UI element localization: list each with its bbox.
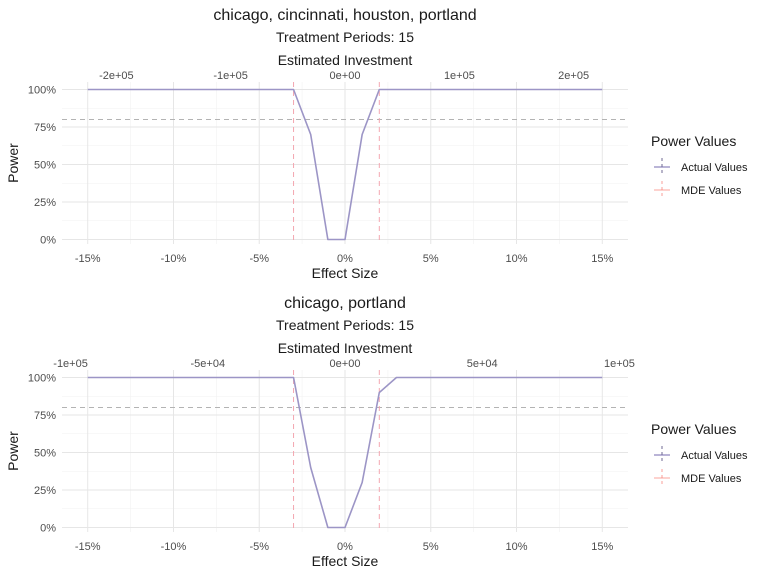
y-tick-label: 100% xyxy=(28,85,56,97)
x-axis-label: Effect Size xyxy=(312,265,379,281)
chart-panel-1: -15% -10% -5% 0% 5% 10% 15% 0% 25% 50% 75% 100% -2e+… xyxy=(5,7,748,281)
x-axis-label: Effect Size xyxy=(312,553,379,569)
legend-title: Power Values xyxy=(651,421,736,437)
x-tick-label: 0% xyxy=(337,541,353,553)
top-axis-tick-label: -1e+05 xyxy=(213,70,248,82)
x-tick-label: 5% xyxy=(423,253,439,265)
legend: Power Values Actual Values MDE Values xyxy=(651,421,748,487)
top-axis-title: Estimated Investment xyxy=(278,52,413,68)
legend-title: Power Values xyxy=(651,133,736,149)
major-gridlines xyxy=(62,82,628,244)
x-tick-label: -5% xyxy=(249,541,269,553)
x-tick-label: 5% xyxy=(423,541,439,553)
y-axis-label: Power xyxy=(5,143,21,183)
top-axis-tick-label: -2e+05 xyxy=(99,70,134,82)
top-axis-tick-label: -5e+04 xyxy=(191,358,226,370)
major-gridlines xyxy=(62,370,628,532)
x-tick-label: -15% xyxy=(75,253,101,265)
y-tick-label: 0% xyxy=(40,523,56,535)
y-tick-label: 50% xyxy=(34,448,56,460)
y-axis-label: Power xyxy=(5,431,21,471)
legend-label-actual-values: Actual Values xyxy=(681,450,748,462)
y-tick-label: 75% xyxy=(34,122,56,134)
top-axis-tick-label: 0e+00 xyxy=(330,70,361,82)
top-axis-tick-label: 1e+05 xyxy=(444,70,475,82)
x-tick-label: 15% xyxy=(591,253,613,265)
legend: Power Values Actual Values MDE Values xyxy=(651,133,748,199)
x-tick-label: -5% xyxy=(249,253,269,265)
series-line-actual-values xyxy=(87,88,603,241)
chart-panel-2: -15% -10% -5% 0% 5% 10% 15% 0% 25% 50% 75% 100% -1e+… xyxy=(5,295,748,569)
top-axis-tick-label: 0e+00 xyxy=(330,358,361,370)
y-tick-label: 25% xyxy=(34,197,56,209)
y-tick-label: 0% xyxy=(40,235,56,247)
chart-subtitle: Treatment Periods: 15 xyxy=(276,317,414,333)
series-line-actual-values xyxy=(87,376,603,529)
x-tick-label: 15% xyxy=(591,541,613,553)
chart-subtitle: Treatment Periods: 15 xyxy=(276,29,414,45)
x-tick-label: -10% xyxy=(161,541,187,553)
x-tick-label: 0% xyxy=(337,253,353,265)
legend-label-mde-values: MDE Values xyxy=(681,473,742,485)
x-tick-label: 10% xyxy=(505,253,527,265)
top-axis-tick-label: 1e+05 xyxy=(604,358,635,370)
y-tick-label: 50% xyxy=(34,160,56,172)
top-axis-tick-label: -1e+05 xyxy=(53,358,88,370)
top-axis-tick-label: 5e+04 xyxy=(467,358,498,370)
x-tick-label: -10% xyxy=(161,253,187,265)
chart-title: chicago, portland xyxy=(284,295,406,312)
legend-label-actual-values: Actual Values xyxy=(681,162,748,174)
chart-title: chicago, cincinnati, houston, portland xyxy=(213,7,476,24)
legend-label-mde-values: MDE Values xyxy=(681,185,742,197)
top-axis-title: Estimated Investment xyxy=(278,340,413,356)
y-tick-label: 75% xyxy=(34,410,56,422)
top-axis-tick-label: 2e+05 xyxy=(558,70,589,82)
x-tick-label: 10% xyxy=(505,541,527,553)
y-tick-label: 25% xyxy=(34,485,56,497)
x-tick-label: -15% xyxy=(75,541,101,553)
y-tick-label: 100% xyxy=(28,373,56,385)
